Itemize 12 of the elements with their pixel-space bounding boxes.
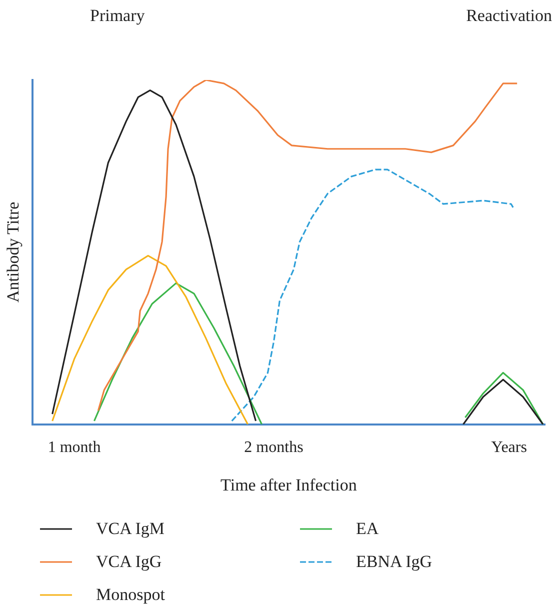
legend-label: VCA IgG (96, 552, 162, 572)
legend-label: Monospot (96, 584, 165, 604)
y-axis-title: Antibody Titre (4, 202, 23, 303)
legend-label: VCA IgM (96, 518, 164, 538)
text: Reactivation (466, 6, 552, 27)
x-axis-title: Time after Infection (220, 475, 358, 494)
x-tick-label: 1 month (48, 439, 101, 456)
legend-label: EBNA IgG (356, 552, 432, 572)
x-tick-label: 2 months (244, 439, 304, 456)
legend-label: EA (356, 518, 379, 538)
text: Primary (90, 6, 145, 27)
x-tick-label: Years (491, 439, 527, 456)
